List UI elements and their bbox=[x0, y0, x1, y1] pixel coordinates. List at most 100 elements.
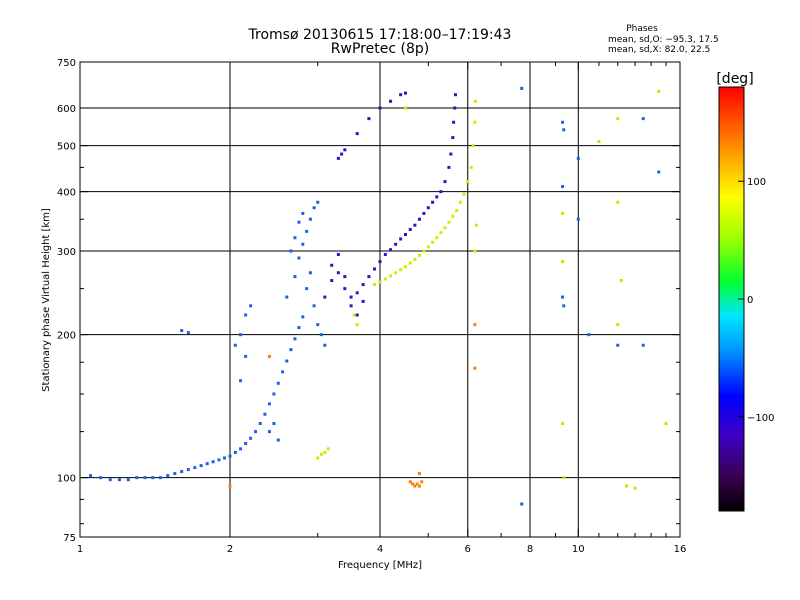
y-tick-label: 100 bbox=[57, 474, 76, 485]
data-point bbox=[276, 438, 280, 442]
data-point bbox=[340, 152, 344, 156]
data-point bbox=[158, 476, 162, 480]
data-point bbox=[186, 468, 190, 472]
data-point bbox=[411, 482, 415, 486]
data-point bbox=[305, 229, 309, 233]
data-point bbox=[633, 486, 637, 490]
data-point bbox=[443, 226, 447, 230]
y-tick-label: 500 bbox=[57, 142, 76, 153]
data-point bbox=[336, 252, 340, 256]
data-point bbox=[431, 240, 435, 244]
data-point bbox=[469, 165, 473, 169]
data-point bbox=[349, 295, 353, 299]
colorbar-tick-label: 0 bbox=[747, 295, 753, 306]
data-point bbox=[297, 220, 301, 224]
data-point bbox=[383, 252, 387, 256]
x-tick-label: 1 bbox=[77, 544, 83, 555]
data-point bbox=[336, 271, 340, 275]
data-point bbox=[473, 323, 477, 327]
data-point bbox=[420, 480, 424, 484]
data-point bbox=[451, 136, 455, 140]
y-tick-label: 750 bbox=[57, 58, 76, 69]
data-point bbox=[576, 217, 580, 221]
data-point bbox=[193, 466, 197, 470]
data-point bbox=[301, 242, 305, 246]
data-point bbox=[657, 90, 661, 94]
data-point bbox=[403, 233, 407, 237]
data-point bbox=[378, 280, 382, 284]
data-point bbox=[211, 460, 215, 464]
colorbar-tick-label: −100 bbox=[747, 413, 774, 424]
data-point bbox=[285, 359, 289, 363]
data-point bbox=[281, 370, 285, 374]
phases-stats-x: mean, sd,X: 82.0, 22.5 bbox=[608, 45, 710, 55]
data-point bbox=[336, 156, 340, 160]
y-tick-label: 600 bbox=[57, 104, 76, 115]
data-point bbox=[361, 283, 365, 287]
data-point bbox=[239, 333, 243, 337]
x-tick-label: 2 bbox=[227, 544, 233, 555]
data-point bbox=[233, 343, 237, 347]
data-point bbox=[417, 484, 421, 488]
chart-title-line2: RwPretec (8p) bbox=[331, 41, 429, 57]
data-point bbox=[343, 148, 347, 152]
data-point bbox=[520, 86, 524, 90]
data-point bbox=[355, 132, 359, 136]
data-point bbox=[520, 502, 524, 506]
data-point bbox=[426, 245, 430, 249]
data-point bbox=[308, 271, 312, 275]
data-point bbox=[343, 275, 347, 279]
data-point bbox=[597, 140, 601, 144]
data-point bbox=[473, 366, 477, 370]
data-point bbox=[249, 436, 253, 440]
data-point bbox=[285, 295, 289, 299]
data-point bbox=[289, 348, 293, 352]
data-point bbox=[408, 261, 412, 265]
data-point bbox=[435, 195, 439, 199]
data-point bbox=[641, 343, 645, 347]
data-point bbox=[228, 484, 232, 488]
data-point bbox=[367, 275, 371, 279]
data-point bbox=[454, 93, 458, 97]
data-point bbox=[394, 242, 398, 246]
data-point bbox=[625, 484, 629, 488]
phases-stats-o: mean, sd,O: −95.3, 17.5 bbox=[608, 35, 719, 45]
data-point bbox=[367, 117, 371, 121]
data-point bbox=[173, 472, 177, 476]
data-point bbox=[312, 304, 316, 308]
data-point bbox=[244, 313, 248, 317]
data-point bbox=[108, 478, 112, 482]
data-point bbox=[217, 458, 221, 462]
data-point bbox=[293, 275, 297, 279]
data-point bbox=[343, 287, 347, 291]
data-point bbox=[373, 267, 377, 271]
data-point bbox=[323, 343, 327, 347]
data-point bbox=[399, 268, 403, 272]
data-point bbox=[293, 337, 297, 341]
data-point bbox=[439, 190, 443, 194]
phases-title: Phases bbox=[626, 24, 658, 34]
data-point bbox=[403, 265, 407, 269]
data-point bbox=[394, 271, 398, 275]
data-point bbox=[378, 106, 382, 110]
data-point bbox=[466, 180, 470, 184]
data-points bbox=[89, 86, 668, 506]
data-point bbox=[223, 456, 227, 460]
x-tick-label: 8 bbox=[527, 544, 533, 555]
data-point bbox=[267, 402, 271, 406]
x-tick-label: 10 bbox=[572, 544, 585, 555]
data-point bbox=[330, 279, 334, 283]
data-point bbox=[151, 476, 155, 480]
data-point bbox=[301, 315, 305, 319]
data-point bbox=[389, 274, 393, 278]
data-point bbox=[267, 430, 271, 434]
data-point bbox=[239, 379, 243, 383]
data-point bbox=[451, 214, 455, 218]
y-tick-label: 400 bbox=[57, 188, 76, 199]
data-point bbox=[422, 211, 426, 215]
data-point bbox=[316, 456, 320, 460]
data-point bbox=[415, 482, 419, 486]
x-tick-label: 16 bbox=[674, 544, 687, 555]
data-point bbox=[355, 291, 359, 295]
